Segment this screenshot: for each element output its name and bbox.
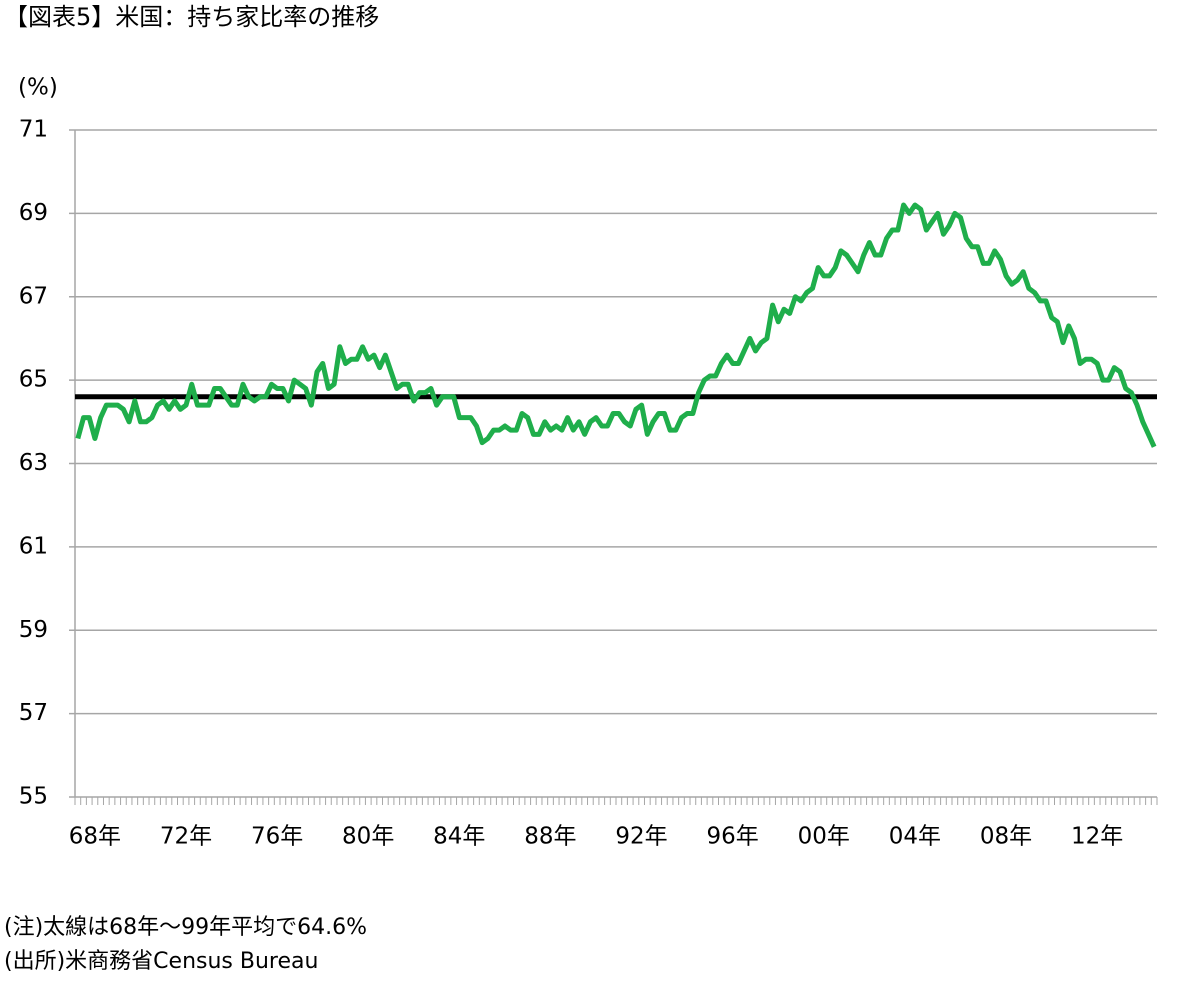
y-tick-label: 55 bbox=[19, 784, 48, 810]
y-tick-label: 57 bbox=[19, 700, 48, 726]
y-tick-label: 69 bbox=[19, 200, 48, 226]
x-tick-label: 68年 bbox=[69, 824, 121, 850]
x-tick-label: 84年 bbox=[433, 824, 485, 850]
y-tick-label: 67 bbox=[19, 283, 48, 309]
y-tick-label: 71 bbox=[19, 117, 48, 143]
y-axis-label: (%) bbox=[18, 75, 58, 101]
note: (出所)米商務省Census Bureau bbox=[4, 949, 318, 974]
x-tick-label: 00年 bbox=[798, 824, 850, 850]
x-tick-label: 72年 bbox=[160, 824, 212, 850]
note: (注)太線は68年～99年平均で64.6% bbox=[4, 915, 367, 940]
data-line bbox=[75, 202, 1157, 448]
x-tick-label: 80年 bbox=[342, 824, 394, 850]
y-tick-label: 61 bbox=[19, 533, 48, 559]
x-tick-label: 96年 bbox=[707, 824, 759, 850]
x-tick-label: 88年 bbox=[524, 824, 576, 850]
x-tick-label: 12年 bbox=[1071, 824, 1123, 850]
y-tick-label: 63 bbox=[19, 450, 48, 476]
x-tick-label: 76年 bbox=[251, 824, 303, 850]
x-tick-label: 08年 bbox=[980, 824, 1032, 850]
x-tick-label: 92年 bbox=[615, 824, 667, 850]
y-tick-label: 59 bbox=[19, 617, 48, 643]
y-tick-label: 65 bbox=[19, 367, 48, 393]
x-tick-label: 04年 bbox=[889, 824, 941, 850]
chart-title: 【図表5】米国：持ち家比率の推移 bbox=[4, 3, 379, 31]
